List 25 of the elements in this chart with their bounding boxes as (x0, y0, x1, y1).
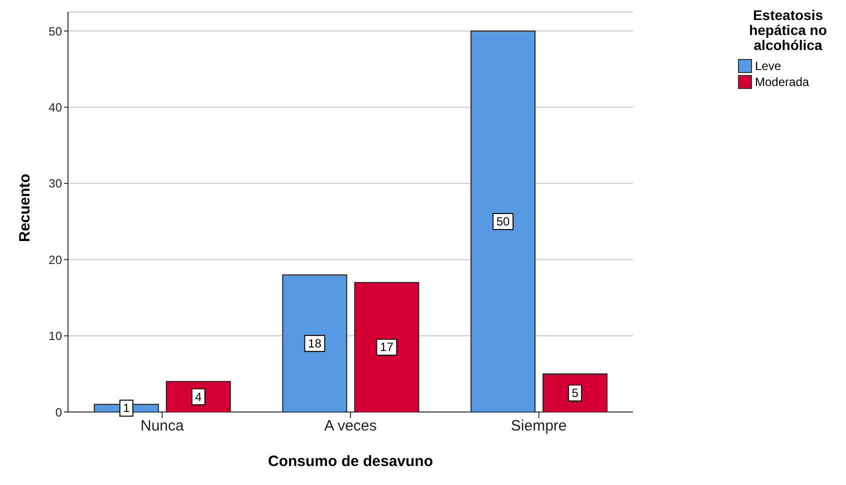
x-tick-label: A veces (324, 418, 377, 435)
bar (470, 30, 536, 412)
data-label: 17 (380, 340, 394, 354)
bar (542, 373, 608, 412)
legend-label: Leve (754, 59, 782, 73)
bar (354, 282, 420, 412)
bar (166, 381, 231, 412)
y-tick-label: 30 (48, 176, 62, 191)
y-tick-label: 50 (48, 24, 62, 38)
legend-title: Esteatosis hepática no alcohólica (748, 7, 828, 53)
bar (282, 274, 348, 412)
y-tick-label: 10 (48, 329, 62, 344)
legend-label: Moderada (754, 75, 810, 89)
data-label: 1 (123, 401, 130, 416)
y-tick-label: 0 (55, 405, 62, 420)
data-label: 4 (195, 390, 202, 404)
y-axis-title: Recuento (16, 174, 34, 242)
data-label: 18 (308, 336, 322, 350)
x-tick-label: Nunca (140, 418, 185, 435)
y-tick-label: 40 (48, 100, 62, 114)
data-label: 5 (572, 386, 579, 400)
y-tick-label: 20 (48, 252, 62, 267)
x-tick-label: Siempre (510, 418, 567, 435)
data-label: 50 (496, 214, 510, 229)
x-axis-title: Consumo de desavuno (268, 453, 434, 470)
